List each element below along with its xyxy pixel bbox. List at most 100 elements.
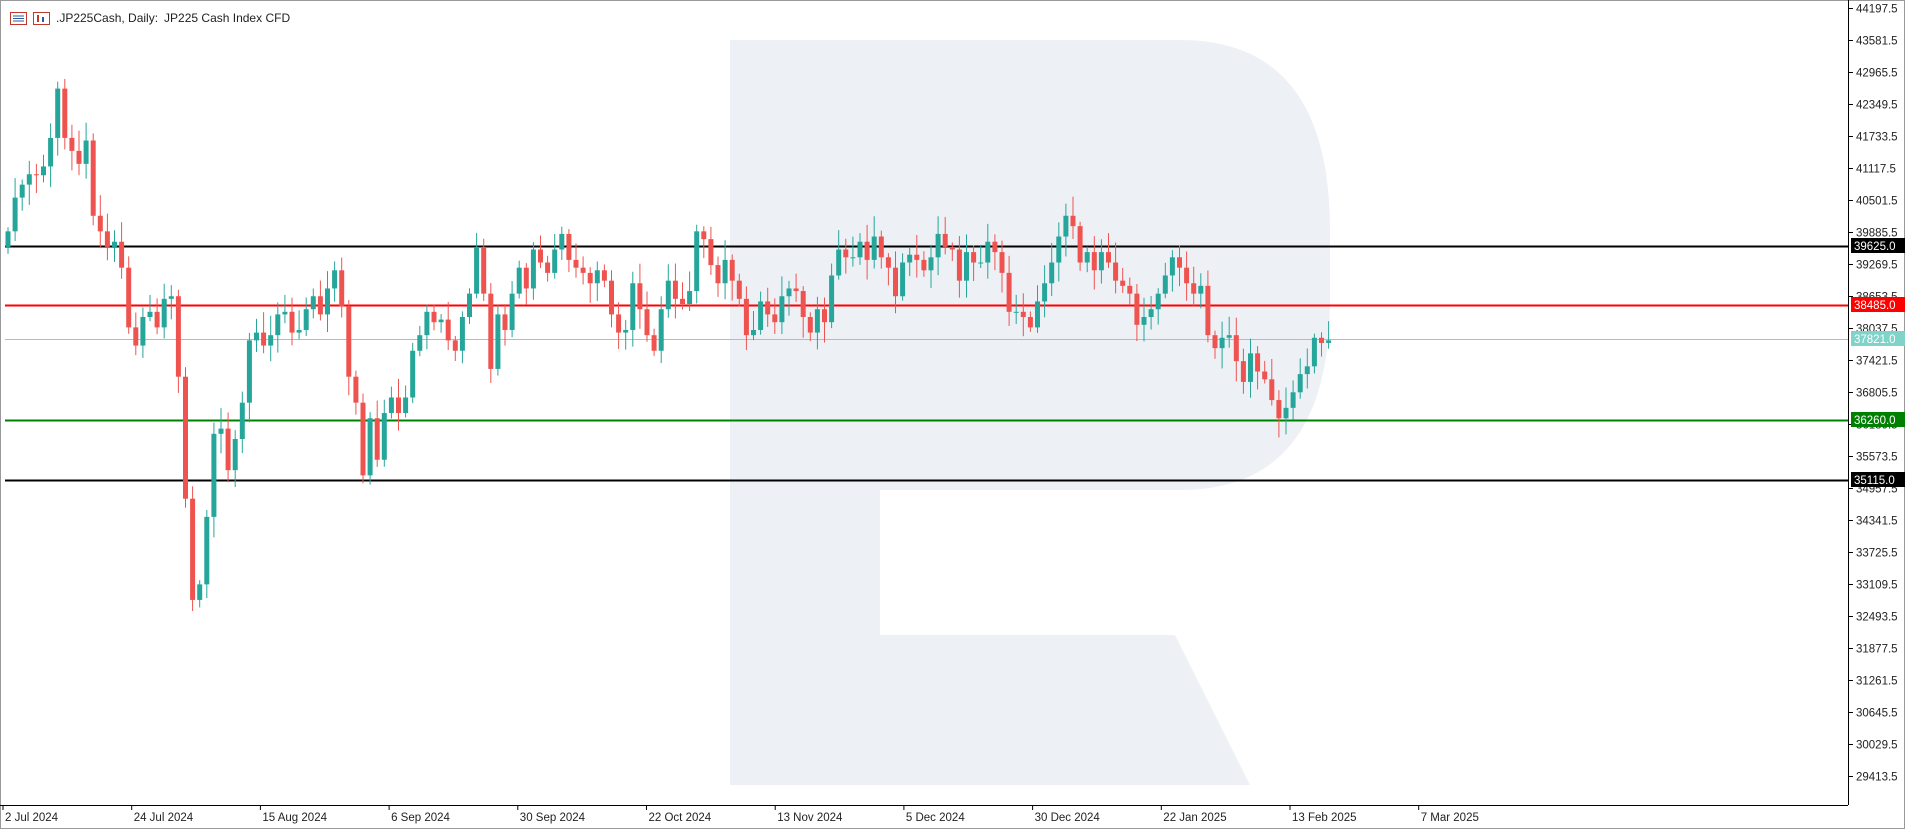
candle-body [1042,283,1048,302]
candle-body [1169,257,1175,276]
candle [1148,295,1154,330]
candle [1326,321,1332,349]
candle-body [694,231,700,292]
x-tick-label: 22 Jan 2025 [1163,812,1226,824]
candle-body [502,314,508,330]
candle [310,288,316,319]
candle [672,263,678,319]
candle [55,81,61,156]
candle-body [289,311,295,333]
candle-body [104,231,110,247]
candle-body [1184,267,1190,284]
chart-window-icon[interactable] [33,11,50,25]
y-tick-label: 37421.5 [1856,356,1898,368]
level-price-tag [1851,297,1905,312]
candle-body [403,397,409,414]
x-tick-label: 22 Oct 2024 [649,812,712,824]
candle [949,242,955,261]
x-tick-label: 30 Dec 2024 [1035,812,1101,824]
candle-body [317,296,323,315]
candle-body [1297,374,1303,393]
candle-body [1311,337,1317,367]
candle-body [701,231,707,240]
candle-body [914,254,920,260]
x-tick-label: 13 Nov 2024 [777,812,843,824]
candle [410,342,416,404]
candle [680,282,685,310]
candle-body [1013,311,1019,313]
candle-body [1127,285,1133,294]
candle-body [552,249,558,273]
candle-body [999,252,1005,273]
candle-body [140,317,146,346]
candle [339,257,345,318]
candle [1113,242,1119,294]
y-tick-label: 43581.5 [1856,36,1898,48]
candle [83,122,89,179]
candle-body [5,231,11,247]
candle [694,224,700,304]
candle-body [175,296,181,377]
candle-body [183,376,188,499]
y-tick-label: 33109.5 [1856,580,1898,592]
candle [751,310,756,341]
candle-body [254,332,259,341]
candle-body [949,246,955,250]
candle-body [119,241,125,268]
candle-body [1077,226,1083,263]
x-tick-label: 5 Dec 2024 [906,812,965,824]
candle-body [474,246,480,294]
chart-header: .JP225Cash, Daily: JP225 Cash Index CFD [10,9,290,27]
candle-body [41,166,46,176]
candle [282,294,288,324]
candle [1177,245,1182,287]
candle-body [396,397,401,414]
candle-body [1290,392,1296,408]
candle [48,123,54,188]
candle [850,236,856,267]
trade-panel-icon[interactable] [10,11,27,25]
candle-body [523,267,529,289]
candle [1141,297,1147,342]
candle [601,264,607,288]
candle [1319,332,1324,357]
candle-body [488,293,494,369]
y-tick-label: 42349.5 [1856,100,1898,112]
candle-body [495,314,501,369]
candle [154,298,160,335]
candle [346,300,352,396]
candle [1027,311,1033,332]
candle [353,370,359,415]
candle [467,288,472,325]
candle-body [388,397,394,414]
candle [381,399,387,467]
candle [197,580,203,608]
candle-body [836,249,842,276]
candle-body [800,291,806,318]
candle [822,297,827,343]
candle-body [1262,371,1268,380]
candle [69,124,75,171]
candle-body [1134,293,1140,325]
candle-body [367,418,373,476]
candle [793,273,799,302]
candle [76,130,82,176]
candle-body [1240,361,1246,382]
candle [722,240,728,300]
candle-body [680,298,685,305]
candle-body [161,298,167,328]
candle-body [126,267,132,328]
level-price-tag [1851,412,1905,427]
candle [964,234,969,298]
candle-body [1141,317,1147,325]
candle-body [623,329,629,333]
candle [502,304,508,346]
candle [239,391,245,454]
candle-body [1027,317,1033,328]
candle-body [381,413,387,460]
candle-body [1063,215,1069,237]
candle-body [1319,337,1324,343]
candle [388,386,394,419]
candle [914,235,920,278]
